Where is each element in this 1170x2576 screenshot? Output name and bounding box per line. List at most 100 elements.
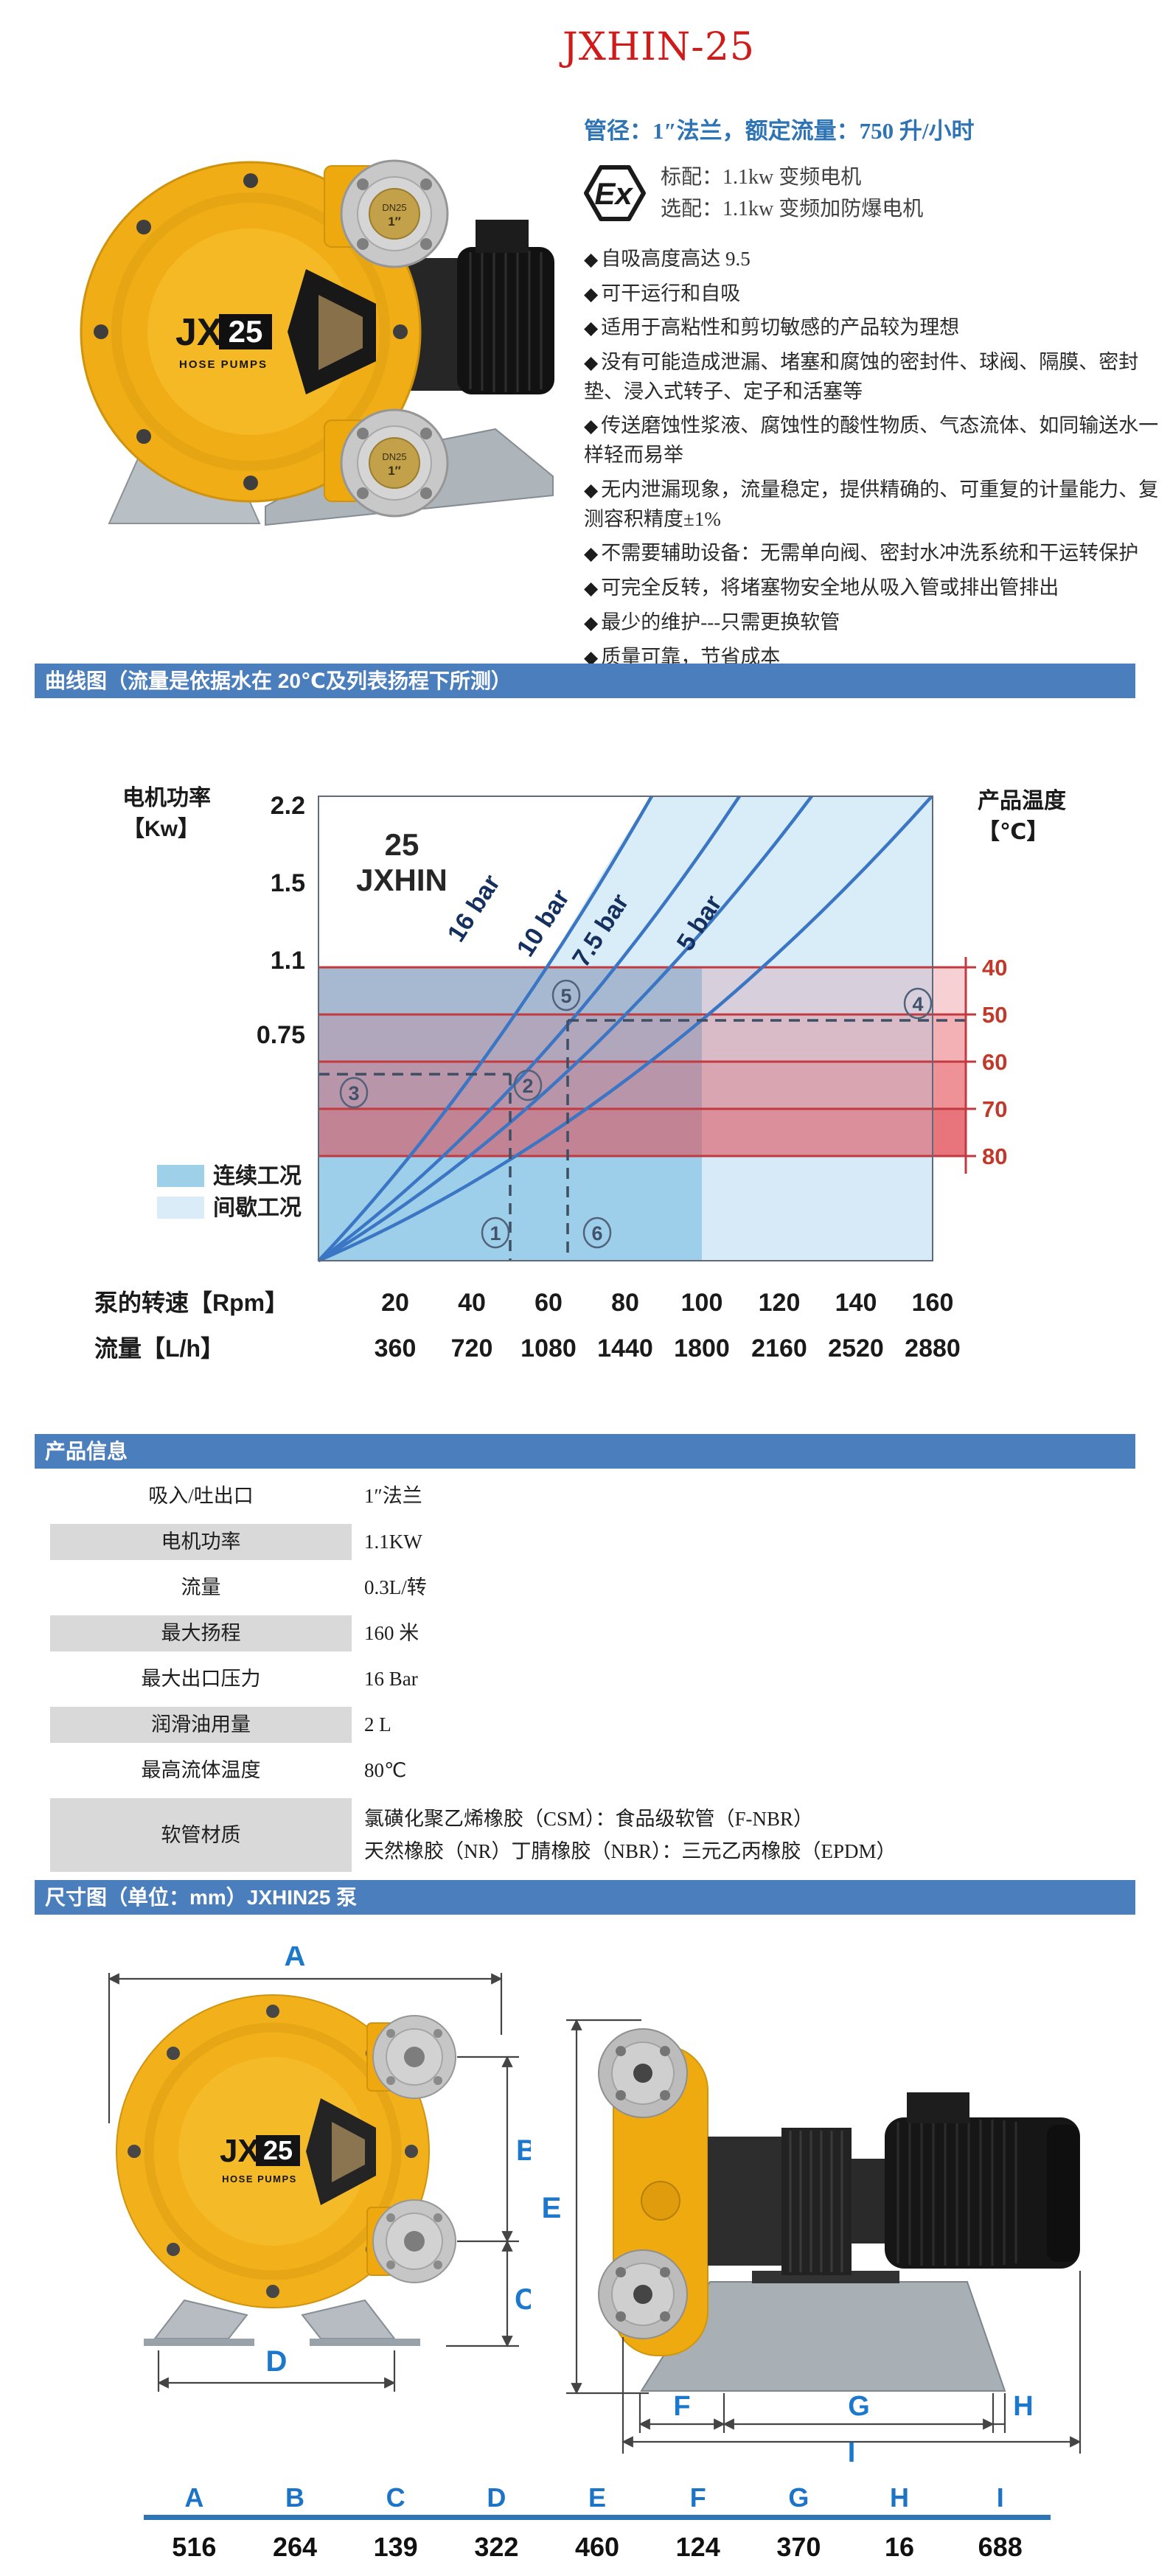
feature-text: 最少的维护---只需更换软管 <box>601 610 840 633</box>
feature-item: ◆ 不需要辅助设备：无需单向阀、密封水冲洗系统和干运转保护 <box>584 539 1160 568</box>
front-feet <box>144 2299 420 2346</box>
curve-7-5bar <box>317 795 813 1262</box>
row-label: 最大出口压力 <box>141 1668 261 1690</box>
svg-text:40: 40 <box>458 1289 486 1317</box>
dimension-table-rule <box>144 2515 1051 2520</box>
flange-size-inch: 1″ <box>388 215 401 229</box>
dim-value: 516 <box>172 2532 217 2562</box>
curve-16bar <box>317 795 653 1262</box>
motor-config-row: Ex 标配：1.1kw 变频电机 选配：1.1kw 变频加防爆电机 <box>584 161 1160 226</box>
photo-logo-25: 25 <box>229 314 263 349</box>
svg-text:1.1: 1.1 <box>271 947 305 975</box>
legend-swatch-intermittent <box>157 1197 204 1219</box>
dim-value: 124 <box>675 2532 720 2562</box>
pipe-flow-subtitle: 管径：1″法兰，额定流量：750 升/小时 <box>584 118 975 144</box>
row-label: 吸入/吐出口 <box>148 1485 254 1507</box>
svg-text:40: 40 <box>982 955 1007 981</box>
product-photo: JX 25 HOSE PUMPS DN25 1″ DN25 1″ <box>44 111 560 553</box>
feature-text: 可干运行和自吸 <box>601 282 741 304</box>
dim-bc-lines <box>446 2055 519 2347</box>
table-row: 吸入/吐出口 1″法兰 <box>50 1478 1127 1514</box>
feature-item: ◆ 适用于高粘性和剪切敏感的产品较为理想 <box>584 313 1160 343</box>
temperature-bands <box>318 967 933 1156</box>
curve-section-banner: 曲线图（流量是依据水在 20℃及列表扬程下所测） <box>35 664 1135 698</box>
diamond-bullet-icon: ◆ <box>584 613 599 633</box>
feature-text: 没有可能造成泄漏、堵塞和腐蚀的密封件、球阀、隔膜、密封垫、浸入式转子、定子和活塞… <box>584 351 1139 403</box>
feature-item: ◆ 最少的维护---只需更换软管 <box>584 608 1160 638</box>
rpm-tick-labels: 20 40 60 80 100 120 140 160 <box>381 1289 953 1317</box>
svg-text:流量【L/h】: 流量【L/h】 <box>94 1335 224 1362</box>
power-axis-label: 电机功率 【Kw】 <box>122 786 211 841</box>
side-coupling <box>852 2159 885 2243</box>
page-title: JXHIN-25 <box>563 25 755 69</box>
feature-text: 无内泄漏现象，流量稳定，提供精确的、可重复的计量能力、复测容积精度±1% <box>584 478 1159 530</box>
diamond-bullet-icon: ◆ <box>584 544 599 565</box>
feature-item: ◆ 没有可能造成泄漏、堵塞和腐蚀的密封件、球阀、隔膜、密封垫、浸入式转子、定子和活… <box>584 348 1160 406</box>
svg-text:2520: 2520 <box>828 1334 884 1362</box>
svg-text:360: 360 <box>375 1334 417 1362</box>
table-row: 软管材质 氯磺化聚乙烯橡胶（CSM）：食品级软管（F-NBR） 天然橡胶（NR）… <box>50 1798 1127 1872</box>
dim-value: 264 <box>272 2532 318 2562</box>
side-terminal-box <box>907 2092 969 2123</box>
legend-label-intermittent: 间歇工况 <box>213 1196 302 1220</box>
dim-label-g: G <box>848 2391 870 2422</box>
front-view-drawing: JX 25 HOSE PUMPS <box>74 1940 537 2462</box>
feature-text: 自吸高度高达 9.5 <box>601 247 751 270</box>
hose-material-line2: 天然橡胶（NR）丁腈橡胶（NBR）：三元乙丙橡胶（EPDM） <box>364 1840 896 1862</box>
svg-text:HOSE PUMPS: HOSE PUMPS <box>222 2173 297 2185</box>
dim-header: H <box>890 2482 910 2513</box>
temperature-scale-column <box>933 967 966 1156</box>
dim-value: 688 <box>978 2532 1023 2562</box>
side-bottom-flange <box>598 2249 688 2339</box>
table-row: 流量 0.3L/转 <box>50 1570 1127 1606</box>
photo-motor-fins <box>469 249 543 392</box>
dim-label-d: D <box>266 2345 288 2378</box>
svg-text:4: 4 <box>912 993 923 1015</box>
chart-title: 25 JXHIN <box>356 827 448 897</box>
side-view-drawing: E F G H I <box>531 1946 1113 2468</box>
svg-text:【Kw】: 【Kw】 <box>122 817 200 841</box>
diamond-bullet-icon: ◆ <box>584 318 599 339</box>
svg-text:【℃】: 【℃】 <box>978 820 1048 844</box>
svg-text:泵的转速【Rpm】: 泵的转速【Rpm】 <box>94 1289 288 1316</box>
dim-header: C <box>386 2482 405 2513</box>
temperature-axis <box>964 957 976 1174</box>
dim-header: A <box>184 2482 204 2513</box>
svg-text:2: 2 <box>522 1075 533 1097</box>
diamond-bullet-icon: ◆ <box>584 647 599 668</box>
legend-swatch-continuous <box>157 1165 204 1187</box>
svg-text:2160: 2160 <box>751 1334 807 1362</box>
plot-border <box>318 796 933 1261</box>
table-row: 最大出口压力 16 Bar <box>50 1661 1127 1697</box>
dim-header: I <box>996 2482 1004 2513</box>
row-label: 电机功率 <box>50 1524 352 1560</box>
side-gearbox <box>708 2137 781 2266</box>
feature-text: 不需要辅助设备：无需单向阀、密封水冲洗系统和干运转保护 <box>601 542 1139 565</box>
ex-icon-label: Ex <box>594 176 633 211</box>
dim-header: E <box>588 2482 607 2513</box>
row-label: 最大扬程 <box>50 1615 352 1651</box>
row-label: 最高流体温度 <box>141 1759 261 1781</box>
dim-label-b: B <box>516 2134 531 2167</box>
label-16bar: 16 bar <box>442 870 506 947</box>
svg-text:80: 80 <box>611 1289 639 1317</box>
power-tick-labels: 2.2 1.5 1.1 0.75 <box>257 792 305 1049</box>
header-info-column: 管径：1″法兰，额定流量：750 升/小时 Ex 标配：1.1kw 变频电机 选… <box>584 112 1160 677</box>
dim-value: 322 <box>474 2532 519 2562</box>
svg-text:电机功率: 电机功率 <box>122 786 211 810</box>
dim-a-lines <box>108 1973 503 2123</box>
photo-logo-jx: JX <box>175 311 223 354</box>
svg-text:100: 100 <box>681 1289 723 1317</box>
feature-list: ◆ 自吸高度高达 9.5 ◆ 可干运行和自吸 ◆ 适用于高粘性和剪切敏感的产品较为理想… <box>584 245 1160 672</box>
dimension-header-row: A B C D E F G H I <box>144 2481 1051 2515</box>
dimension-value-row: 516 264 139 322 460 124 370 16 688 <box>144 2520 1051 2563</box>
svg-text:20: 20 <box>381 1289 409 1317</box>
dim-value: 16 <box>885 2532 915 2562</box>
diamond-bullet-icon: ◆ <box>584 417 599 437</box>
svg-text:5: 5 <box>560 985 571 1007</box>
svg-text:25: 25 <box>263 2135 293 2165</box>
hose-material-line1: 氯磺化聚乙烯橡胶（CSM）：食品级软管（F-NBR） <box>364 1808 814 1830</box>
chart-annotations: 1 2 3 4 5 6 <box>339 979 933 1249</box>
photo-top-flange-bolts <box>357 178 432 250</box>
